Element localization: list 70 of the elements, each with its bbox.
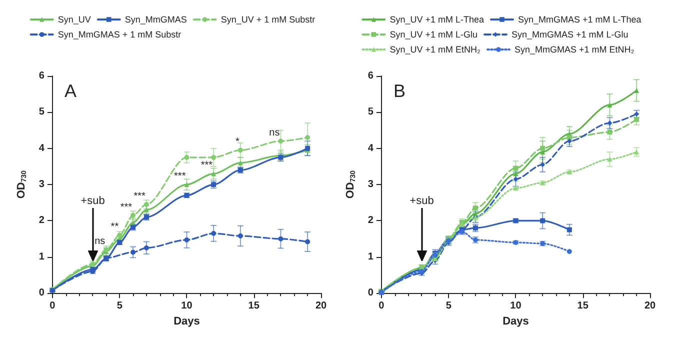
y-tick-label: 3 [38, 179, 45, 190]
point [607, 102, 612, 108]
annotation: +sub [410, 194, 434, 207]
annotation: *** [120, 202, 132, 213]
legend-label: Syn_MmGMAS +1 mM EtNH₂ [514, 44, 635, 54]
point [566, 227, 572, 232]
point [540, 218, 546, 224]
point [130, 250, 136, 255]
annotation: * [236, 136, 240, 148]
annotation: B [393, 81, 406, 101]
annotation: ns [269, 128, 280, 139]
annotation: *** [200, 160, 213, 172]
point [305, 239, 310, 244]
annotation: ** [110, 222, 119, 233]
x-tick-label: 0 [50, 300, 56, 312]
x-tick-label: 15 [577, 300, 589, 312]
legend-label: Syn_UV + 1 mM Substr [220, 14, 316, 24]
legend-label: Syn_UV +1 mM L-Thea [390, 14, 484, 24]
point [238, 233, 243, 238]
y-tick-label: 1 [368, 251, 374, 262]
y-tick-label: 5 [368, 106, 374, 118]
legend-label: Syn_MmGMAS + 1 mM Substr [58, 30, 182, 40]
point [278, 236, 284, 242]
legend-label: Syn_MmGMAS +1 mM L-Glu [511, 30, 628, 40]
point [238, 148, 243, 153]
legend-label: Syn_UV +1 mM EtNH₂ [390, 44, 481, 54]
point [211, 154, 216, 160]
point [144, 245, 149, 250]
x-tick-label: 10 [510, 300, 522, 312]
x-tick-label: 15 [248, 300, 260, 312]
point [238, 160, 243, 166]
x-tick-label: 10 [181, 300, 193, 312]
point [211, 230, 216, 236]
y-tick-label: 1 [38, 251, 45, 262]
y-tick-label: 4 [38, 142, 45, 154]
y-tick-label: 2 [38, 215, 45, 226]
x-axis-title: Days [174, 316, 200, 328]
annotation: *** [134, 190, 146, 202]
x-tick-label: 5 [116, 300, 123, 312]
y-tick-label: 5 [38, 106, 45, 118]
legend-label: Syn_MmGMAS [124, 14, 187, 24]
point [211, 171, 216, 176]
point [566, 248, 572, 254]
point [634, 88, 640, 93]
legend-label: Syn_UV +1 mM L-Glu [390, 30, 478, 40]
x-axis-title: Days [502, 316, 529, 328]
point [184, 154, 190, 160]
x-tick-label: 5 [446, 300, 452, 312]
y-tick-label: 6 [368, 70, 374, 82]
point [634, 149, 640, 154]
point [607, 156, 612, 162]
annotation: *** [174, 171, 186, 182]
y-tick-label: 0 [368, 288, 374, 299]
x-tick-label: 0 [378, 300, 385, 312]
y-tick-label: 2 [368, 215, 374, 226]
point [278, 138, 284, 144]
point [540, 146, 546, 151]
y-tick-label: 6 [38, 70, 45, 82]
x-tick-label: 20 [644, 300, 656, 312]
legend-label: Syn_MmGMAS +1 mM L-Thea [518, 14, 642, 24]
point [184, 237, 190, 242]
y-tick-label: 3 [368, 179, 374, 190]
point [184, 182, 190, 188]
x-tick-label: 20 [315, 300, 327, 312]
y-tick-label: 0 [38, 288, 45, 299]
annotation: +sub [80, 194, 105, 207]
annotation: ns [94, 236, 106, 248]
legend-label: Syn_UV [58, 14, 91, 24]
annotation: A [64, 81, 76, 101]
y-tick-label: 4 [368, 142, 374, 154]
